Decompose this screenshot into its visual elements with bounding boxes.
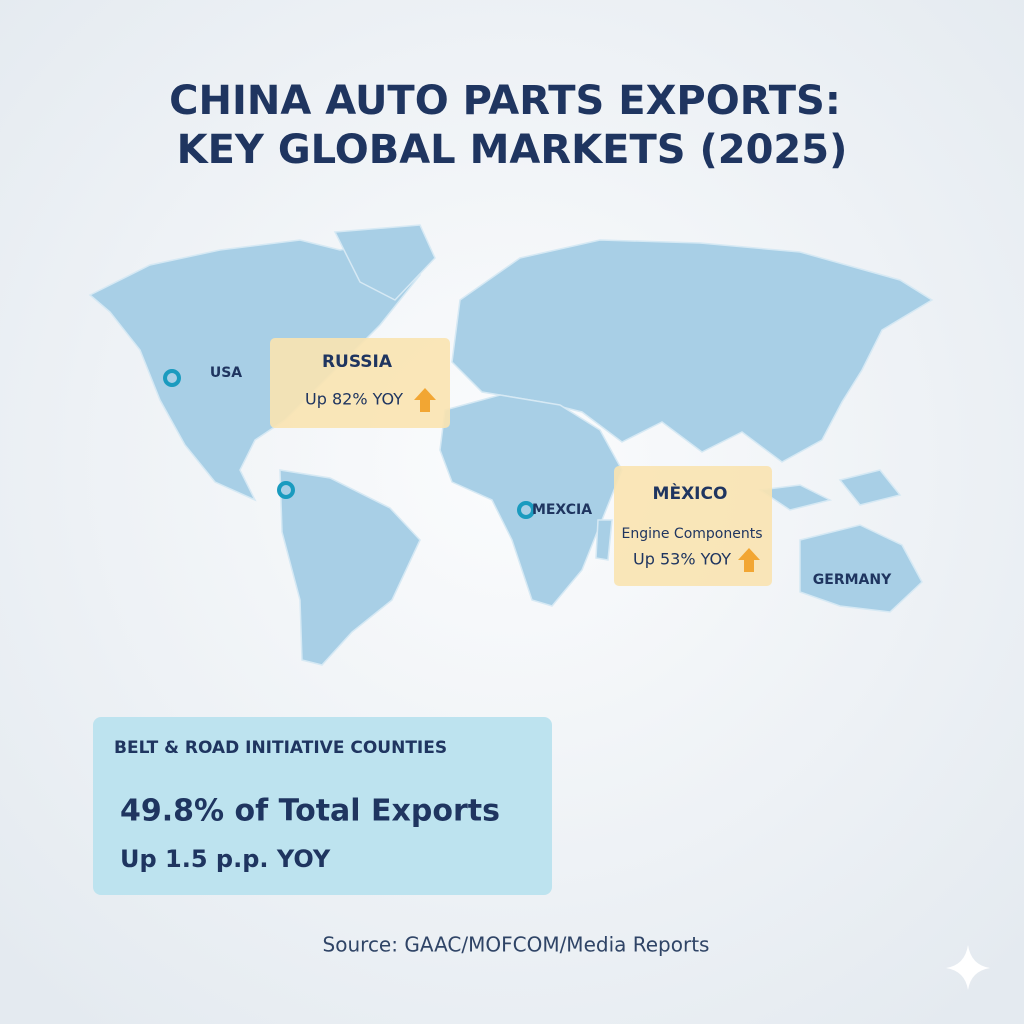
sparkle-icon [946,945,990,990]
title-line: CHINA AUTO PARTS EXPORTS: [169,78,841,124]
callout-text: Engine Components [621,526,762,542]
map-label: MEXCIA [532,502,592,518]
source: Source: GAAC/MOFCOM/Media Reports [323,933,710,957]
callout: RUSSIA Up 82% YOY [270,338,450,428]
callout-text: Up 53% YOY [633,550,731,569]
callout-text: Up 82% YOY [305,390,403,409]
map-label: USA [210,365,242,381]
panel-subline: Up 1.5 p.p. YOY [120,845,331,873]
pins [163,369,535,519]
panel: BELT & ROAD INITIATIVE COUNTIES 49.8% of… [93,717,552,895]
panel-headline: 49.8% of Total Exports [120,794,500,829]
callout-title: RUSSIA [322,352,393,372]
world-map [88,224,934,666]
title-line: KEY GLOBAL MARKETS (2025) [177,127,848,173]
panel-heading: BELT & ROAD INITIATIVE COUNTIES [114,738,447,758]
map-label: GERMANY [813,572,892,588]
callout: MÈXICO Engine Components Up 53% YOY [614,466,772,586]
callout-title: MÈXICO [653,482,728,504]
